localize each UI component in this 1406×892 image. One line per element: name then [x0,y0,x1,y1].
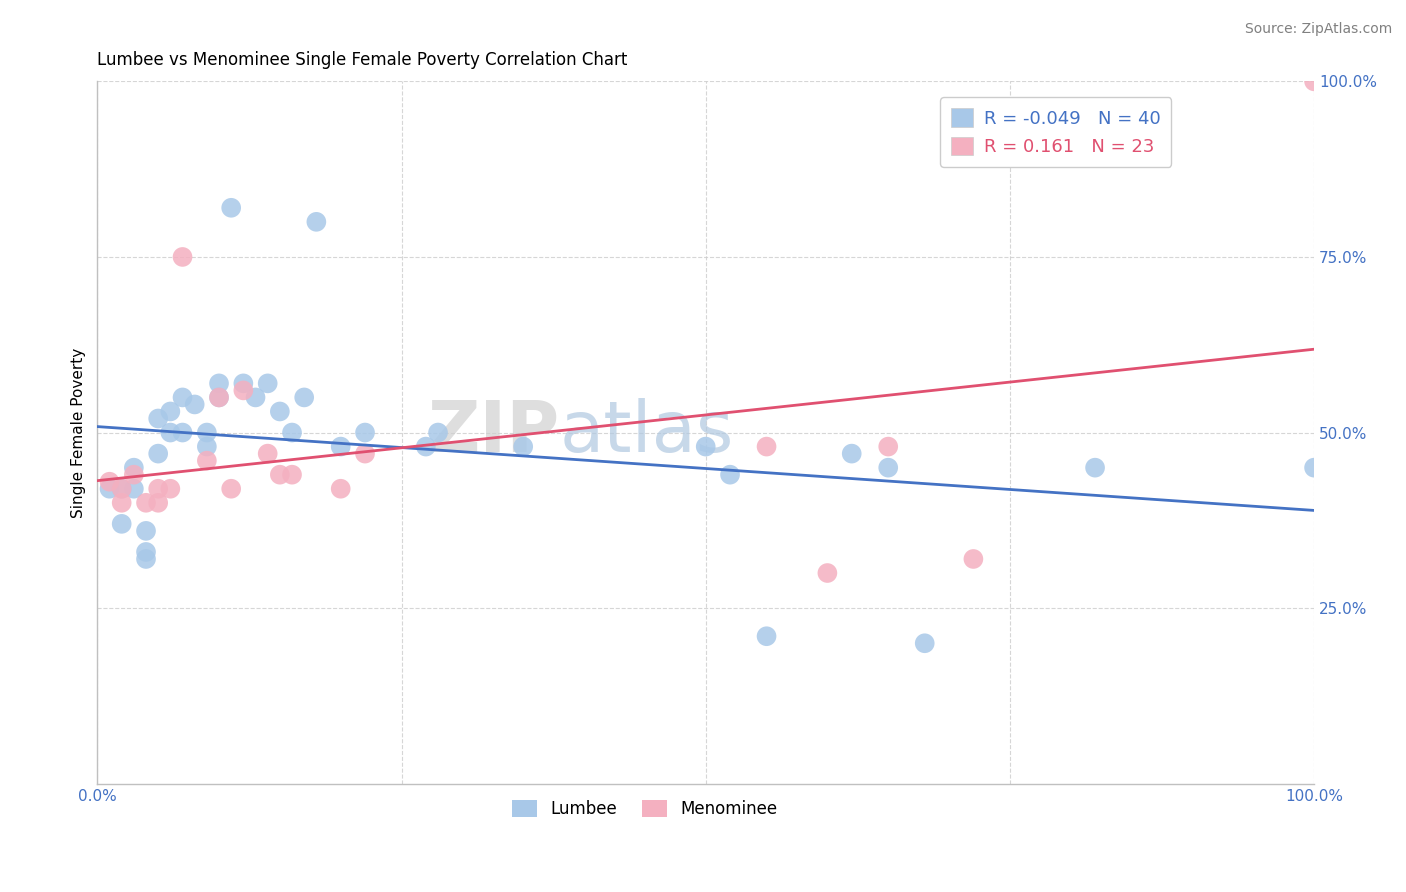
Point [305,215,328,229]
Point [512,440,534,454]
Point [695,440,717,454]
Point [111,496,134,510]
Point [718,467,741,482]
Point [281,425,304,440]
Point [354,425,377,440]
Point [159,404,181,418]
Point [354,447,377,461]
Point [135,545,157,559]
Point [962,552,984,566]
Point [183,397,205,411]
Point [195,425,218,440]
Point [755,440,778,454]
Point [172,391,194,405]
Point [122,482,145,496]
Point [98,482,121,496]
Point [877,460,900,475]
Point [111,482,134,496]
Point [245,391,267,405]
Point [195,453,218,467]
Point [292,391,315,405]
Point [269,467,291,482]
Point [877,440,900,454]
Point [135,552,157,566]
Point [111,516,134,531]
Point [415,440,437,454]
Point [208,391,231,405]
Point [159,425,181,440]
Point [427,425,450,440]
Text: Lumbee vs Menominee Single Female Poverty Correlation Chart: Lumbee vs Menominee Single Female Povert… [97,51,627,69]
Point [815,566,838,580]
Point [148,496,170,510]
Point [329,440,352,454]
Point [914,636,936,650]
Point [159,482,181,496]
Point [219,201,242,215]
Point [148,482,170,496]
Text: atlas: atlas [560,398,734,467]
Text: ZIP: ZIP [427,398,560,467]
Point [135,524,157,538]
Point [98,475,121,489]
Point [1303,74,1326,88]
Point [195,440,218,454]
Text: Source: ZipAtlas.com: Source: ZipAtlas.com [1244,22,1392,37]
Point [208,391,231,405]
Point [232,384,254,398]
Point [256,376,278,391]
Point [172,250,194,264]
Point [1303,460,1326,475]
Point [172,425,194,440]
Point [1084,460,1107,475]
Y-axis label: Single Female Poverty: Single Female Poverty [72,347,86,517]
Point [148,411,170,425]
Point [256,447,278,461]
Legend: Lumbee, Menominee: Lumbee, Menominee [505,793,785,824]
Point [232,376,254,391]
Point [111,482,134,496]
Point [329,482,352,496]
Point [841,447,863,461]
Point [208,376,231,391]
Point [122,460,145,475]
Point [219,482,242,496]
Point [281,467,304,482]
Point [148,447,170,461]
Point [122,467,145,482]
Point [135,496,157,510]
Point [269,404,291,418]
Point [755,629,778,643]
